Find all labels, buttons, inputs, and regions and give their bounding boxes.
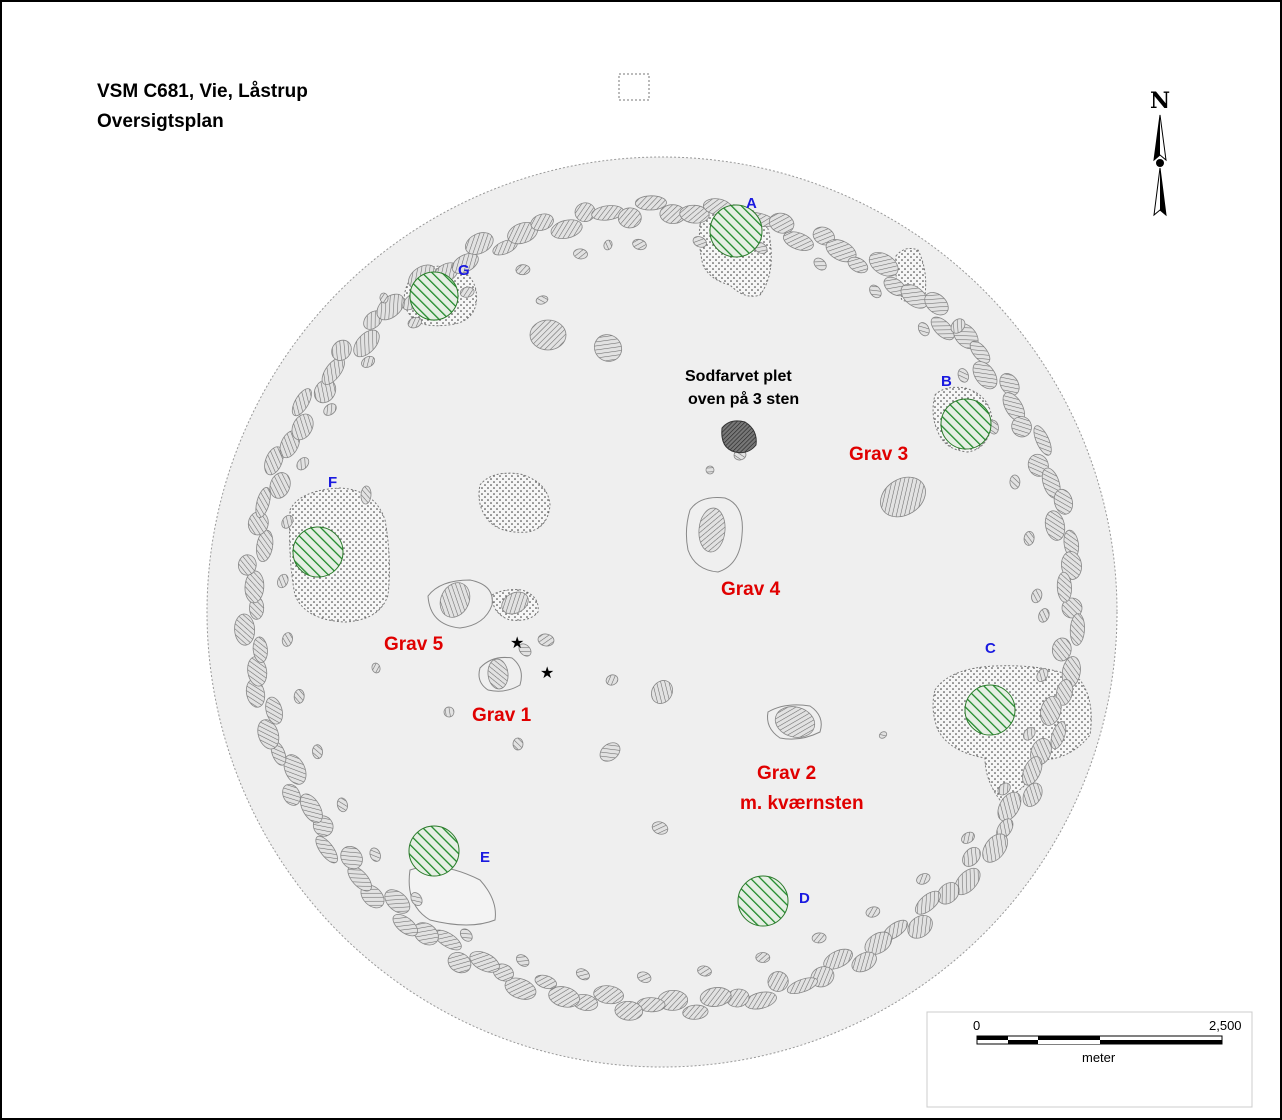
scale-end-label: 2,500	[1209, 1018, 1242, 1033]
stone	[1010, 475, 1020, 489]
feature-label-G: G	[458, 262, 470, 279]
grave-label-5: Grav 5	[384, 634, 444, 655]
pit-C	[965, 685, 1015, 735]
stone	[513, 738, 523, 750]
scale-bar: 0 2,500 meter	[927, 1012, 1252, 1107]
stone	[516, 264, 530, 275]
pit-D	[738, 876, 788, 926]
star-marker: ★	[510, 633, 524, 652]
pit-B	[941, 399, 991, 449]
feature-label-F: F	[328, 474, 337, 491]
feature-label-D: D	[799, 890, 810, 907]
stone	[756, 952, 771, 963]
scale-unit-label: meter	[1082, 1050, 1116, 1065]
north-arrow: N	[1150, 88, 1170, 215]
star-marker: ★	[540, 663, 554, 682]
pit-G	[410, 272, 458, 320]
pit-A	[710, 205, 762, 257]
grave-label-4: Grav 4	[721, 579, 781, 600]
grave-label-1: Grav 1	[472, 705, 532, 726]
soot-note-line1: Sodfarvet plet	[685, 368, 792, 385]
pit-E	[409, 826, 459, 876]
feature-label-A: A	[746, 195, 757, 212]
stone	[530, 320, 566, 350]
soot-note-line2: oven på 3 sten	[688, 390, 799, 408]
feature-label-B: B	[941, 373, 952, 390]
pit-F	[293, 527, 343, 577]
grave-label-2-sub: m. kværnsten	[740, 793, 864, 814]
north-label: N	[1150, 88, 1170, 114]
grave-label-2: Grav 2	[757, 763, 816, 784]
feature-label-E: E	[480, 849, 490, 866]
scale-start-label: 0	[973, 1018, 980, 1033]
grave-label-3: Grav 3	[849, 444, 908, 465]
north-marker-box	[619, 74, 649, 100]
feature-label-C: C	[985, 640, 996, 657]
